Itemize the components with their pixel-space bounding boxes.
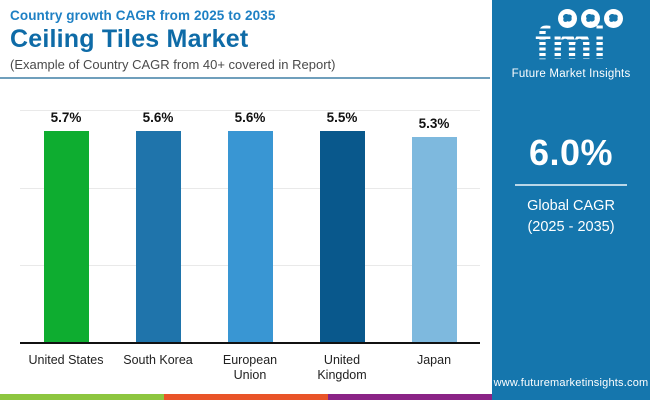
- header-divider: [0, 77, 490, 79]
- x-axis-label: South Korea: [123, 353, 193, 367]
- x-axis-labels: United States South Korea European Union Uni…: [20, 353, 480, 383]
- bars-row: 5.7% 5.6% 5.6% 5.5% 5.3%: [20, 110, 480, 343]
- global-cagr-label-line1: Global CAGR: [527, 198, 615, 214]
- bar: [319, 131, 365, 343]
- bar: [135, 131, 181, 343]
- bar: [411, 137, 457, 343]
- global-cagr-label: Global CAGR (2025 - 2035): [527, 196, 615, 238]
- subtitle-text: (Example of Country CAGR from 40+ covere…: [10, 57, 336, 72]
- bar-value-label: 5.3%: [418, 116, 450, 132]
- bar-group-european-union: 5.6%: [204, 110, 296, 343]
- x-axis-label: Japan: [416, 353, 452, 367]
- footer-accent-stripe: [0, 394, 492, 400]
- x-axis-label: United Kingdom: [317, 353, 367, 382]
- bar-group-south-korea: 5.6%: [112, 110, 204, 343]
- globe-icons-row: [557, 9, 623, 28]
- bar: [43, 131, 89, 343]
- brand-sidebar: fmi Future Market Insights 6.0% Global C…: [492, 0, 650, 400]
- fmi-logo-word: fmi: [535, 17, 607, 69]
- gridline-6: [20, 110, 480, 111]
- eyebrow-text: Country growth CAGR from 2025 to 2035: [10, 8, 276, 23]
- page-title: Ceiling Tiles Market: [10, 25, 249, 53]
- header: Country growth CAGR from 2025 to 2035 Ce…: [10, 8, 480, 72]
- bar-group-united-kingdom: 5.5%: [296, 110, 388, 343]
- bar-value-label: 5.7%: [50, 110, 82, 125]
- bar-value-label: 5.6%: [234, 110, 266, 125]
- stripe-segment-3: [328, 394, 492, 400]
- bar-value-label: 5.5%: [326, 110, 358, 125]
- chart-panel: Country growth CAGR from 2025 to 2035 Ce…: [0, 8, 492, 400]
- fmi-logo: fmi Future Market Insights: [512, 9, 631, 80]
- bar-chart-plot-area: 5.7% 5.6% 5.6% 5.5% 5.3%: [20, 110, 480, 344]
- fmi-logo-tagline: Future Market Insights: [511, 68, 631, 80]
- stat-divider: [515, 184, 627, 186]
- x-axis-label: European Union: [222, 353, 278, 382]
- north-america-globe-icon: [557, 9, 577, 28]
- bar-group-japan: 5.3%: [388, 110, 480, 343]
- global-cagr-label-line2: (2025 - 2035): [527, 219, 615, 236]
- website-url: www.futuremarketinsights.com: [493, 377, 649, 389]
- x-axis-label: United States: [28, 353, 104, 367]
- asia-globe-icon: [580, 9, 600, 28]
- south-america-globe-icon: [603, 9, 623, 28]
- bar-group-united-states: 5.7%: [20, 110, 112, 343]
- stripe-segment-2: [164, 394, 328, 400]
- stripe-segment-1: [0, 394, 164, 400]
- global-cagr-value: 6.0%: [528, 132, 614, 173]
- x-axis-line: [20, 342, 480, 344]
- bar-value-label: 5.6%: [142, 110, 174, 125]
- global-cagr-stat: 6.0% Global CAGR (2025 - 2035): [515, 132, 627, 238]
- bar: [227, 131, 273, 343]
